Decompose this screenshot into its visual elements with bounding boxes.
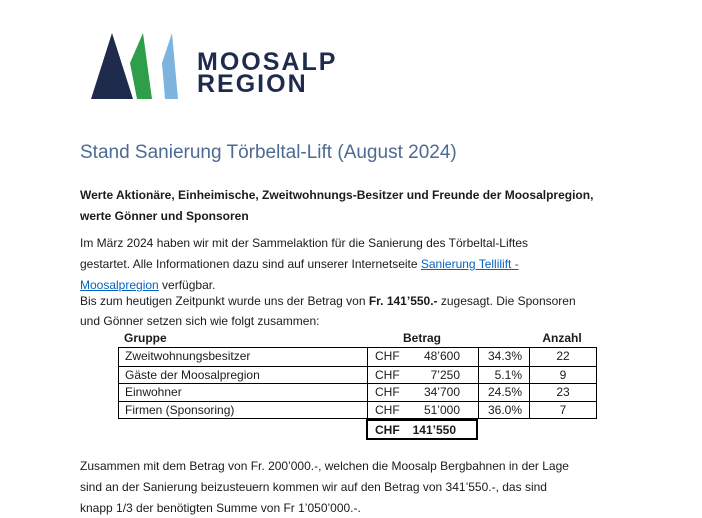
- table-row: Gäste der Moosalpregion CHF 7’250 5.1% 9: [119, 365, 596, 384]
- table-header-row: Gruppe Betrag Anzahl: [118, 329, 597, 347]
- cell-currency: CHF: [375, 349, 400, 363]
- salutation-line1: Werte Aktionäre, Einheimische, Zweitwohn…: [80, 188, 594, 202]
- cell-prozent: 36.0%: [479, 401, 530, 419]
- cell-currency: CHF: [375, 385, 400, 399]
- amount-line1: Bis zum heutigen Zeitpunkt wurde uns der…: [80, 291, 576, 311]
- table-row: Einwohner CHF 34’700 24.5% 23: [119, 383, 596, 402]
- cell-betrag: CHF 7’250: [367, 366, 479, 384]
- header-gruppe: Gruppe: [124, 331, 167, 345]
- sponsors-table: Gruppe Betrag Anzahl Zweitwohnungsbesitz…: [118, 329, 597, 440]
- cell-anzahl: 23: [556, 385, 570, 399]
- brand-logo-text: MOOSALP REGION: [197, 48, 338, 98]
- cell-currency: CHF: [375, 367, 400, 382]
- closing-line2: sind an der Sanierung beizusteuern komme…: [80, 480, 547, 494]
- table-row: Zweitwohnungsbesitzer CHF 48’600 34.3% 22: [119, 348, 596, 366]
- intro-line1: Im März 2024 haben wir mit der Sammelakt…: [80, 236, 528, 250]
- amount-line1-before: Bis zum heutigen Zeitpunkt wurde uns der…: [80, 294, 369, 308]
- salutation-line2: werte Gönner und Sponsoren: [80, 209, 249, 223]
- cell-gruppe: Zweitwohnungsbesitzer: [125, 349, 251, 363]
- header-anzahl: Anzahl: [542, 331, 582, 345]
- amount-line2: und Gönner setzen sich wie folgt zusamme…: [80, 314, 320, 328]
- intro-line2-text: gestartet. Alle Informationen dazu sind …: [80, 257, 421, 271]
- cell-anzahl: 7: [559, 402, 567, 417]
- total-amount-box: CHF 141’550: [366, 419, 478, 440]
- table-body: Zweitwohnungsbesitzer CHF 48’600 34.3% 22…: [118, 347, 597, 419]
- brand-line2: REGION: [197, 69, 308, 98]
- amount-line1-after: zugesagt. Die Sponsoren: [437, 294, 576, 308]
- cell-anzahl: 9: [559, 367, 567, 382]
- cell-amount: 51’000: [423, 402, 460, 417]
- sanierung-tellilift-link-continuation[interactable]: Moosalpregion: [80, 278, 159, 292]
- pledged-amount: Fr. 141’550.-: [368, 294, 438, 308]
- closing-paragraph: Zusammen mit dem Betrag von Fr. 200’000.…: [80, 456, 569, 518]
- header-spacer: [478, 329, 529, 347]
- closing-line3: knapp 1/3 der benötigten Summe von Fr 1’…: [80, 501, 361, 515]
- cell-gruppe: Gäste der Moosalpregion: [125, 367, 260, 382]
- cell-betrag: CHF 34’700: [367, 384, 479, 402]
- cell-currency: CHF: [375, 402, 400, 417]
- cell-prozent: 5.1%: [479, 366, 530, 384]
- cell-gruppe: Firmen (Sponsoring): [125, 402, 235, 417]
- page-title: Stand Sanierung Törbeltal-Lift (August 2…: [80, 142, 457, 163]
- intro-line3-text: verfügbar.: [158, 278, 216, 292]
- cell-prozent: 34.3%: [479, 348, 530, 366]
- total-amount: 141’550: [412, 422, 456, 437]
- intro-paragraph: Im März 2024 haben wir mit der Sammelakt…: [80, 233, 528, 296]
- sanierung-tellilift-link[interactable]: Sanierung Tellilift -: [420, 257, 519, 271]
- cell-prozent: 24.5%: [479, 384, 530, 402]
- cell-betrag: CHF 51’000: [367, 401, 479, 419]
- cell-amount: 34’700: [423, 385, 460, 399]
- intro-line3: Moosalpregion verfügbar.: [80, 275, 528, 296]
- intro-line2: gestartet. Alle Informationen dazu sind …: [80, 254, 528, 275]
- cell-amount: 7’250: [430, 367, 460, 382]
- table-row: Firmen (Sponsoring) CHF 51’000 36.0% 7: [119, 400, 596, 419]
- cell-amount: 48’600: [423, 349, 460, 363]
- moosalp-mountains-icon: [91, 33, 178, 99]
- cell-gruppe: Einwohner: [125, 385, 182, 399]
- cell-betrag: CHF 48’600: [367, 348, 479, 366]
- amount-paragraph: Bis zum heutigen Zeitpunkt wurde uns der…: [80, 291, 576, 331]
- salutation: Werte Aktionäre, Einheimische, Zweitwohn…: [80, 185, 593, 227]
- table-total-row: CHF 141’550: [118, 419, 597, 440]
- brand-line1: MOOSALP: [197, 48, 338, 76]
- closing-line1: Zusammen mit dem Betrag von Fr. 200’000.…: [80, 459, 569, 473]
- cell-anzahl: 22: [556, 349, 570, 363]
- header-betrag: Betrag: [402, 331, 441, 345]
- total-currency: CHF: [375, 422, 400, 437]
